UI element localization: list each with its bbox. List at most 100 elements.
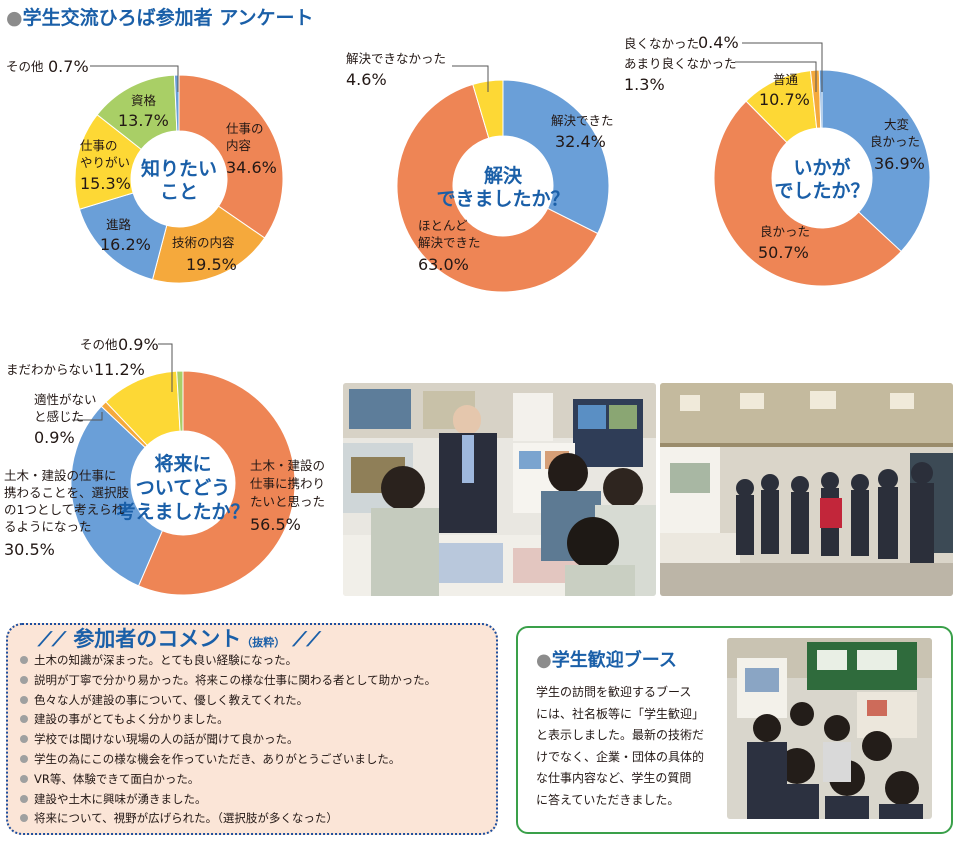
label-c4-option2: 携わることを、選択肢	[4, 485, 130, 500]
list-item: 説明が丁寧で分かり易かった。将来この様な仕事に関わる者として助かった。	[20, 671, 436, 691]
pct-c2-solved: 32.4%	[555, 132, 606, 151]
pct-c1-job: 34.6%	[226, 158, 277, 177]
leader-line-c3-notgood	[735, 61, 817, 92]
center-label-1a: 知りたい	[141, 157, 217, 180]
label-c2-mostly1: ほとんど	[418, 218, 468, 233]
pct-c2-fail: 4.6%	[346, 70, 387, 89]
slash-icon-right: ⟋⟋	[292, 627, 321, 651]
pct-c3-good: 50.7%	[758, 243, 809, 262]
label-c3-great2: 良かった	[870, 134, 920, 149]
center-label-2a: 解決	[484, 164, 523, 187]
donut-hole-4	[131, 431, 235, 535]
pct-c4-option: 30.5%	[4, 540, 55, 559]
pct-c3-bad: 0.4%	[698, 33, 739, 52]
bullet-icon	[20, 735, 28, 744]
bullet-icon	[20, 695, 28, 704]
pct-c1-reward: 15.3%	[80, 174, 131, 193]
label-c4-other: その他	[80, 337, 118, 352]
label-c4-option4: るようになった	[4, 519, 92, 534]
list-item: 建設の事がとてもよく分かりました。	[20, 710, 436, 730]
label-c4-unfit1: 適性がない	[34, 392, 97, 407]
bullet-icon	[20, 774, 28, 783]
bullet-icon	[20, 814, 28, 823]
donut-hole-2	[453, 136, 553, 236]
label-c1-license: 資格	[131, 93, 157, 108]
label-c3-notgood: あまり良くなかった	[624, 56, 737, 71]
pie-chart-knowledge	[74, 74, 284, 284]
list-item: 土木の知識が深まった。とても良い経験になった。	[20, 651, 436, 671]
list-item: 学校では聞けない現場の人の話が聞けて良かった。	[20, 730, 436, 750]
pie-chart-resolved	[396, 79, 610, 293]
pct-c1-career: 16.2%	[100, 235, 151, 254]
label-c3-good: 良かった	[760, 224, 810, 239]
label-c4-unsure: まだわからない	[6, 362, 94, 377]
pct-c3-notgood: 1.3%	[624, 75, 665, 94]
pct-c1-license: 13.7%	[118, 111, 169, 130]
list-item: VR等、体験できて面白かった。	[20, 770, 436, 790]
label-c1-other: その他	[6, 59, 44, 74]
page-title: ●学生交流ひろば参加者 アンケート	[6, 7, 314, 29]
list-item: 建設や土木に興味が湧きました。	[20, 790, 436, 810]
label-c4-option1: 土木・建設の仕事に	[4, 468, 117, 483]
label-c4-want1: 土木・建設の	[250, 458, 325, 473]
list-item: 学生の為にこの様な機会を作っていただき、ありがとうございました。	[20, 750, 436, 770]
donut-hole-1	[131, 131, 227, 227]
bullet-icon	[20, 656, 28, 664]
label-c3-bad: 良くなかった	[624, 36, 699, 51]
comments-list: 土木の知識が深まった。とても良い経験になった。 説明が丁寧で分かり易かった。将来…	[20, 651, 436, 829]
leader-line-c1-other	[90, 65, 179, 92]
pct-c1-other: 0.7%	[48, 57, 89, 76]
leader-line-c2-fail	[452, 65, 489, 92]
pct-c4-unsure: 11.2%	[94, 360, 145, 379]
label-c3-normal: 普通	[773, 72, 799, 87]
label-c1-tech: 技術の内容	[172, 235, 235, 250]
pct-c3-normal: 10.7%	[759, 90, 810, 109]
leader-line-c4-unfit	[72, 412, 103, 421]
center-label-1b: こと	[160, 181, 198, 203]
bullet-icon	[20, 794, 28, 803]
list-item: 将来について、視野が広げられた。（選択肢が多くなった）	[20, 809, 436, 829]
photo-booth-discussion	[343, 383, 656, 596]
comments-box: ⟋⟋ 参加者のコメント（抜粋） ⟋⟋ 土木の知識が深まった。とても良い経験になっ…	[6, 623, 498, 835]
label-c3-great1: 大変	[884, 117, 909, 132]
center-label-2b: できましたか？	[436, 188, 569, 210]
pct-c4-want: 56.5%	[250, 515, 301, 534]
label-c1-career: 進路	[106, 217, 132, 232]
bullet-icon	[20, 715, 28, 724]
slash-icon-left: ⟋⟋	[38, 627, 66, 651]
leader-line-c4-other	[158, 343, 173, 392]
label-c2-fail: 解決できなかった	[346, 51, 446, 66]
label-c4-option3: の1つとして考えられ	[4, 502, 125, 517]
pie-chart-future	[70, 370, 296, 596]
pct-c4-other: 0.9%	[118, 335, 159, 354]
center-label-4b: ついてどう	[136, 477, 230, 499]
center-label-4a: 将来に	[154, 452, 211, 475]
pie-chart-impression	[713, 69, 931, 287]
label-c1-job1: 仕事の	[226, 121, 264, 136]
center-label-4c: 考えましたか？	[116, 501, 249, 523]
label-c4-unfit2: と感じた	[34, 409, 84, 424]
list-item: 色々な人が建設の事について、優しく教えてくれた。	[20, 691, 436, 711]
label-c1-reward1: 仕事の	[80, 138, 118, 153]
photo-booth-students	[727, 638, 932, 819]
label-c4-want2: 仕事に携わり	[250, 476, 325, 491]
label-c2-mostly2: 解決できた	[418, 235, 481, 250]
student-booth-box: ●学生歓迎ブース 学生の訪問を歓迎するブース には、社名板等に「学生歓迎」 と表…	[516, 626, 953, 834]
donut-hole-3	[772, 128, 872, 228]
pct-c4-unfit: 0.9%	[34, 428, 75, 447]
center-label-3b: でしたか？	[774, 180, 869, 202]
photo-exhibition-hall	[660, 383, 953, 596]
leader-line-c3-bad	[742, 42, 823, 92]
label-c1-reward2: やりがい	[80, 155, 130, 170]
pct-c1-tech: 19.5%	[186, 255, 237, 274]
comments-heading: ⟋⟋ 参加者のコメント（抜粋） ⟋⟋	[38, 627, 321, 651]
bullet-icon	[20, 675, 28, 684]
bullet-icon	[20, 754, 28, 763]
charts-area: 知りたい こと 解決 できましたか？ いかが でしたか？ 将来に ついてどう 考…	[4, 33, 931, 596]
label-c1-job2: 内容	[226, 138, 251, 153]
center-label-3a: いかが	[793, 156, 850, 179]
pct-c2-mostly: 63.0%	[418, 255, 469, 274]
pct-c3-great: 36.9%	[874, 154, 925, 173]
label-c2-solved: 解決できた	[551, 113, 614, 128]
label-c4-want3: たいと思った	[250, 494, 325, 509]
